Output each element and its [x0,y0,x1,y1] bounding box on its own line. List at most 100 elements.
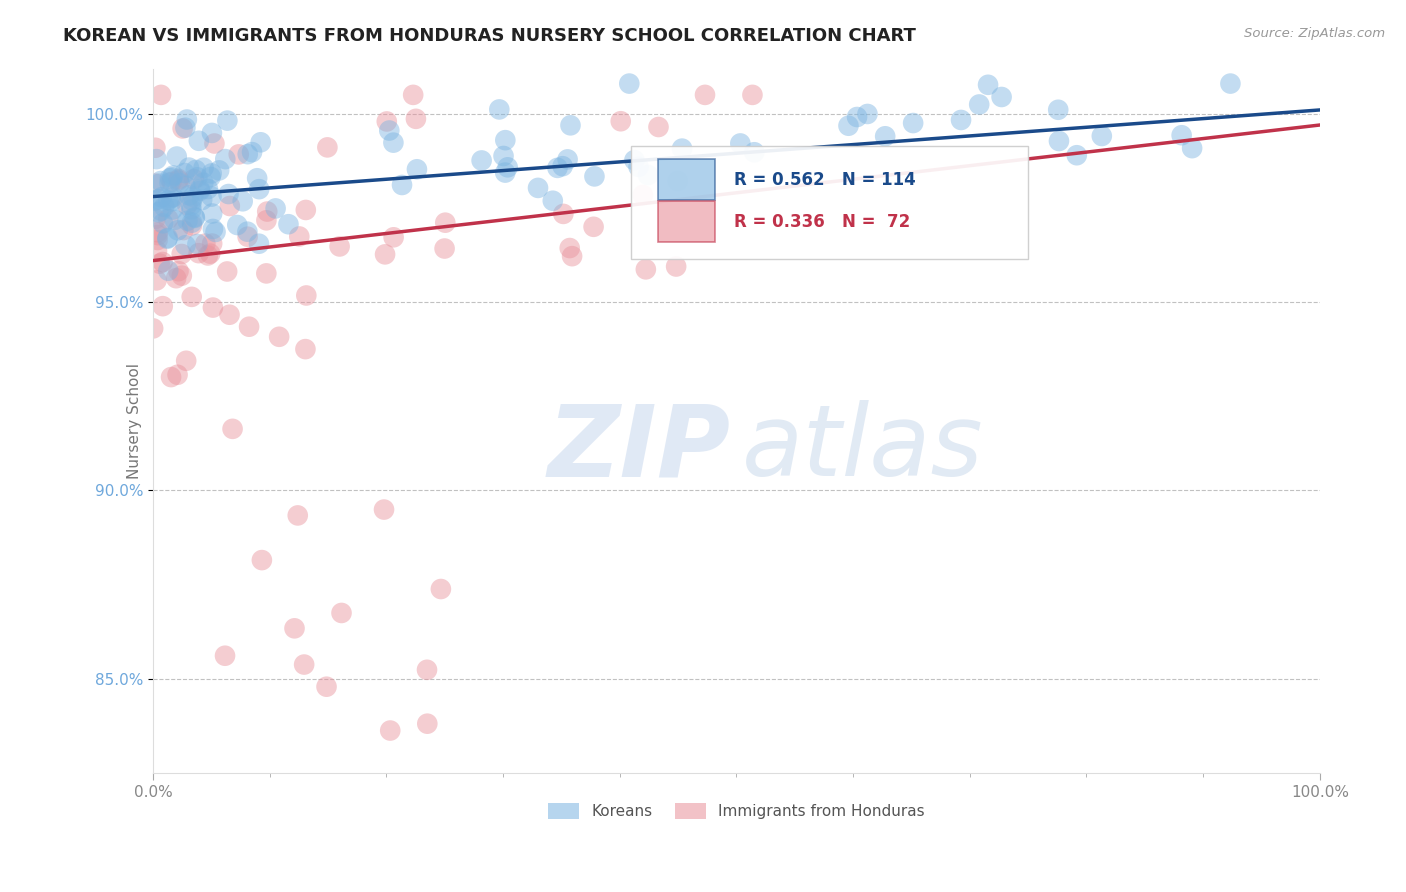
Koreans [846,110,869,124]
Koreans [176,112,198,127]
Koreans [200,169,222,184]
Immigrants from Honduras [201,301,224,315]
Immigrants from Honduras [329,239,352,253]
Koreans [246,171,269,186]
Immigrants from Honduras [145,211,167,226]
Koreans [186,170,208,185]
Text: R = 0.562   N = 114: R = 0.562 N = 114 [734,170,915,189]
Immigrants from Honduras [582,219,605,234]
Koreans [264,202,287,216]
Koreans [148,205,170,219]
Koreans [166,223,188,237]
Koreans [742,145,765,160]
Koreans [201,206,224,220]
Immigrants from Honduras [197,248,219,262]
Immigrants from Honduras [433,242,456,256]
Koreans [181,190,204,204]
Koreans [637,168,659,182]
Immigrants from Honduras [295,288,318,302]
Immigrants from Honduras [405,112,427,126]
Immigrants from Honduras [236,229,259,244]
Immigrants from Honduras [256,204,278,219]
Koreans [156,232,179,246]
Koreans [247,236,270,251]
Koreans [159,176,181,190]
Koreans [494,133,516,147]
Koreans [277,217,299,231]
Koreans [623,153,645,168]
Koreans [160,170,183,185]
Immigrants from Honduras [218,308,240,322]
Immigrants from Honduras [167,264,190,278]
Koreans [181,194,204,208]
Text: KOREAN VS IMMIGRANTS FROM HONDURAS NURSERY SCHOOL CORRELATION CHART: KOREAN VS IMMIGRANTS FROM HONDURAS NURSE… [63,27,917,45]
Koreans [176,213,198,227]
Koreans [174,238,197,252]
Immigrants from Honduras [316,140,339,154]
Immigrants from Honduras [665,260,688,274]
Koreans [148,177,170,191]
Immigrants from Honduras [315,680,337,694]
Koreans [492,149,515,163]
Koreans [162,169,184,183]
Koreans [557,153,579,167]
Koreans [901,116,924,130]
Koreans [249,136,271,150]
Koreans [204,225,226,239]
Immigrants from Honduras [631,188,654,202]
Koreans [180,198,202,212]
Koreans [837,119,859,133]
FancyBboxPatch shape [631,146,1028,259]
Immigrants from Honduras [194,236,217,251]
Immigrants from Honduras [647,120,669,134]
Koreans [236,225,259,239]
Text: Source: ZipAtlas.com: Source: ZipAtlas.com [1244,27,1385,40]
Immigrants from Honduras [330,606,353,620]
Immigrants from Honduras [181,219,204,233]
Immigrants from Honduras [250,553,273,567]
Text: atlas: atlas [742,401,984,498]
Koreans [162,202,184,217]
Immigrants from Honduras [145,273,167,287]
Koreans [471,153,494,168]
Immigrants from Honduras [238,319,260,334]
Immigrants from Honduras [160,370,183,384]
Immigrants from Honduras [374,247,396,261]
Koreans [382,136,405,150]
Immigrants from Honduras [634,262,657,277]
Koreans [180,202,202,217]
Koreans [875,129,897,144]
Immigrants from Honduras [160,175,183,189]
Immigrants from Honduras [157,212,180,227]
Koreans [671,142,693,156]
Immigrants from Honduras [146,244,169,258]
Immigrants from Honduras [145,141,167,155]
Koreans [200,189,222,203]
Immigrants from Honduras [228,147,250,161]
Koreans [990,90,1012,104]
Koreans [179,188,201,202]
Immigrants from Honduras [561,249,583,263]
Text: ZIP: ZIP [547,401,731,498]
Koreans [547,161,569,175]
Koreans [157,194,180,208]
Koreans [236,147,259,161]
Immigrants from Honduras [150,87,173,102]
Koreans [174,120,197,135]
Koreans [188,184,211,198]
Koreans [160,191,183,205]
Immigrants from Honduras [166,368,188,382]
Koreans [488,103,510,117]
Koreans [391,178,413,192]
Immigrants from Honduras [152,299,174,313]
Koreans [977,78,1000,92]
Immigrants from Honduras [172,121,194,136]
Immigrants from Honduras [183,172,205,186]
Immigrants from Honduras [558,241,581,255]
Immigrants from Honduras [214,648,236,663]
Immigrants from Honduras [375,114,398,128]
Immigrants from Honduras [254,213,277,227]
Immigrants from Honduras [609,114,631,128]
Koreans [666,174,689,188]
Immigrants from Honduras [416,716,439,731]
